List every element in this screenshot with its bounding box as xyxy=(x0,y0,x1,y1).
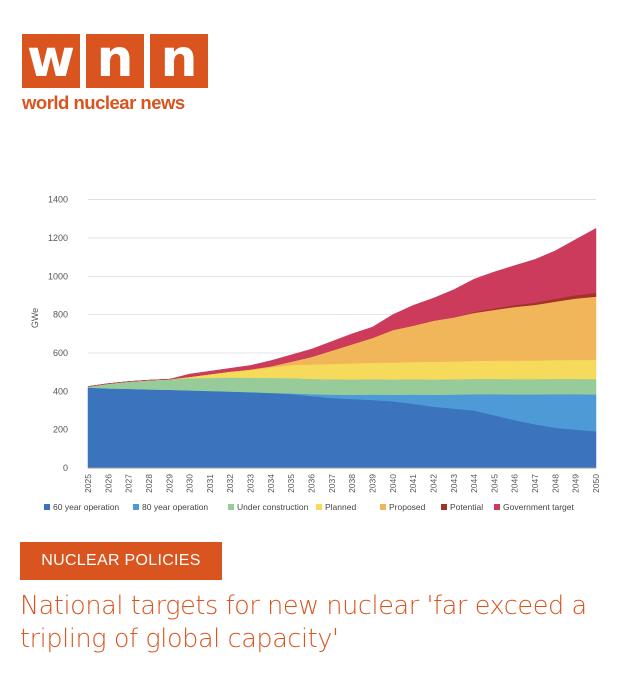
x-tick-label: 2042 xyxy=(428,474,438,493)
x-tick-label: 2038 xyxy=(347,474,357,493)
x-tick-label: 2041 xyxy=(408,474,418,493)
x-tick-label: 2040 xyxy=(388,474,398,493)
legend-swatch xyxy=(44,504,50,510)
legend-swatch xyxy=(228,504,234,510)
y-tick-label: 1400 xyxy=(48,195,68,205)
logo-tagline: world nuclear news xyxy=(22,92,185,113)
category-badge[interactable]: NUCLEAR POLICIES xyxy=(20,542,222,580)
stacked-areas xyxy=(87,227,597,469)
x-tick-label: 2039 xyxy=(367,474,377,493)
y-tick-label: 200 xyxy=(53,425,68,435)
y-tick-label: 1000 xyxy=(48,271,68,281)
x-tick-label: 2044 xyxy=(469,474,479,493)
nuclear-capacity-area-chart: 0 200 400 600 800 1000 1200 1400 2025 2026 2027 202… xyxy=(30,195,601,512)
area-government-target xyxy=(87,227,597,387)
x-tick-label: 2028 xyxy=(144,474,154,493)
x-tick-label: 2047 xyxy=(530,474,540,493)
x-tick-label: 2050 xyxy=(591,474,601,493)
legend-swatch xyxy=(494,504,500,510)
legend-swatch xyxy=(133,504,139,510)
x-tick-label: 2037 xyxy=(327,474,337,493)
logo-letter-n-2: n xyxy=(150,33,208,88)
x-tick-label: 2045 xyxy=(489,474,499,493)
legend-label: 60 year operation xyxy=(53,502,119,512)
x-tick-label: 2029 xyxy=(164,474,174,493)
x-tick-label: 2033 xyxy=(246,474,256,493)
x-tick-label: 2026 xyxy=(103,474,113,493)
x-tick-label: 2030 xyxy=(185,474,195,493)
logo-letter-w: w xyxy=(22,33,80,88)
y-tick-label: 600 xyxy=(53,348,68,358)
legend-label: Government target xyxy=(503,502,575,512)
logo-letter-n: n xyxy=(86,33,144,88)
y-tick-label: 400 xyxy=(53,386,68,396)
y-axis-label: GWe xyxy=(30,308,40,328)
x-tick-label: 2043 xyxy=(449,474,459,493)
legend-label: 80 year operation xyxy=(142,502,208,512)
axes: 0 200 400 600 800 1000 1200 1400 2025 2026 2027 202… xyxy=(48,195,601,493)
legend-label: Potential xyxy=(450,502,483,512)
legend-label: Under construction xyxy=(237,502,309,512)
legend-swatch xyxy=(316,504,322,510)
x-tick-label: 2048 xyxy=(550,474,560,493)
x-tick-label: 2027 xyxy=(124,474,134,493)
wnn-logo[interactable]: w n n world nuclear news xyxy=(22,33,208,114)
y-tick-label: 800 xyxy=(53,310,68,320)
x-tick-label: 2025 xyxy=(83,474,93,493)
x-tick-label: 2046 xyxy=(510,474,520,493)
legend-label: Planned xyxy=(325,502,356,512)
y-tick-label: 1200 xyxy=(48,233,68,243)
x-tick-label: 2035 xyxy=(286,474,296,493)
legend: 60 year operation 80 year operation Under … xyxy=(44,502,575,512)
y-tick-label: 0 xyxy=(63,463,68,473)
legend-label: Proposed xyxy=(389,502,426,512)
legend-swatch xyxy=(441,504,447,510)
x-tick-label: 2036 xyxy=(307,474,317,493)
legend-swatch xyxy=(380,504,386,510)
article-headline[interactable]: National targets for new nuclear 'far ex… xyxy=(20,591,587,654)
x-tick-label: 2031 xyxy=(205,474,215,493)
x-tick-label: 2032 xyxy=(225,474,235,493)
x-tick-label: 2049 xyxy=(571,474,581,493)
x-tick-label: 2034 xyxy=(266,474,276,493)
